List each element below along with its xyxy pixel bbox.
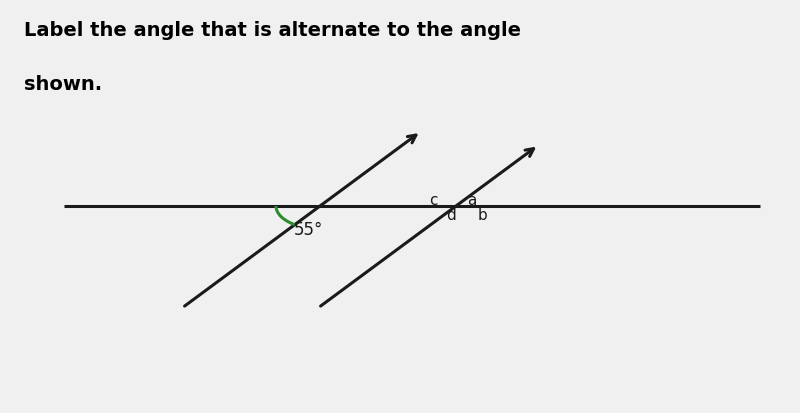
Text: shown.: shown. bbox=[24, 74, 102, 93]
Text: a: a bbox=[467, 192, 477, 208]
Text: d: d bbox=[446, 207, 455, 222]
Text: b: b bbox=[478, 207, 487, 222]
Text: 55°: 55° bbox=[294, 220, 322, 238]
Text: Label the angle that is alternate to the angle: Label the angle that is alternate to the… bbox=[24, 21, 521, 40]
Text: c: c bbox=[429, 192, 438, 208]
